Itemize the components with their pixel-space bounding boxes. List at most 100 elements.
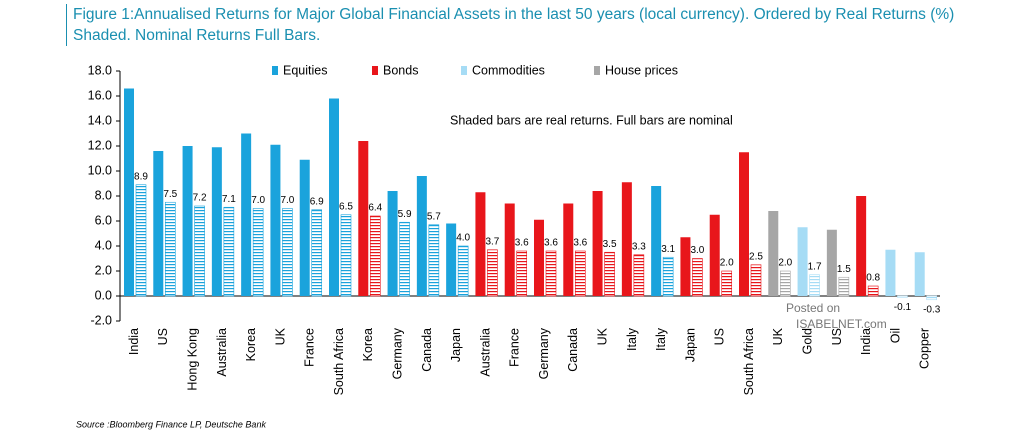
- bar: [270, 144, 281, 296]
- data-label: 7.0: [251, 195, 265, 206]
- data-label: 5.9: [398, 209, 412, 220]
- bar: [340, 214, 352, 297]
- x-tick-label: Australia: [215, 328, 229, 377]
- data-label: 3.7: [485, 236, 499, 247]
- bar: [516, 250, 528, 297]
- bar: [194, 205, 205, 297]
- bar: [135, 184, 147, 297]
- bar: [662, 256, 674, 297]
- watermark: Posted on: [786, 301, 840, 315]
- data-label: 6.4: [368, 203, 382, 214]
- data-label: 2.0: [720, 258, 734, 269]
- bar: [299, 159, 310, 296]
- bar: [534, 219, 544, 296]
- bar: [182, 146, 193, 296]
- bar: [358, 141, 369, 296]
- x-tick-label: Italy: [625, 327, 639, 351]
- data-label: 3.6: [515, 238, 529, 249]
- data-label: 1.7: [808, 261, 822, 272]
- y-tick-label: -2.0: [90, 313, 112, 327]
- bar: [692, 258, 703, 297]
- bar: [838, 276, 850, 297]
- x-tick-label: Korea: [361, 328, 375, 361]
- x-tick-label: South Africa: [742, 328, 756, 395]
- x-tick-label: Canada: [420, 328, 434, 372]
- data-label: 2.0: [778, 258, 792, 269]
- bar: [223, 206, 235, 297]
- x-tick-label: Hong Kong: [186, 328, 200, 391]
- bar: [211, 147, 222, 296]
- x-tick-label: Copper: [918, 328, 932, 369]
- data-label: 7.1: [222, 194, 236, 205]
- data-label: -0.3: [923, 304, 941, 315]
- data-label: 6.5: [339, 201, 353, 212]
- bar: [926, 295, 938, 301]
- y-tick-label: 8.0: [95, 188, 112, 202]
- data-label: -0.1: [894, 302, 912, 313]
- bar: [621, 182, 632, 296]
- watermark: ISABELNET.com: [796, 317, 887, 331]
- bar: [914, 252, 925, 296]
- legend-label: House prices: [605, 63, 678, 77]
- data-label: 7.5: [163, 189, 177, 200]
- legend-label: Equities: [283, 63, 327, 77]
- data-label: 2.5: [749, 251, 763, 262]
- bar: [885, 249, 896, 296]
- bar: [124, 88, 134, 296]
- bar: [387, 191, 398, 296]
- x-tick-label: France: [303, 328, 317, 367]
- data-label: 3.3: [632, 241, 646, 252]
- bar: [153, 151, 164, 296]
- bar: [545, 250, 557, 297]
- bar: [651, 186, 662, 296]
- y-tick-label: 6.0: [95, 213, 112, 227]
- x-tick-label: Germany: [391, 327, 405, 379]
- x-tick-label: Korea: [244, 328, 258, 361]
- data-label: 1.5: [837, 264, 851, 275]
- x-tick-label: Oil: [888, 328, 902, 343]
- bar: [897, 295, 908, 298]
- bar: [428, 224, 440, 297]
- legend-swatch: [272, 66, 278, 75]
- bar: [809, 274, 820, 297]
- bar: [768, 211, 779, 296]
- chart-title: Figure 1:Annualised Returns for Major Gl…: [66, 4, 973, 46]
- y-tick-label: 16.0: [88, 88, 112, 102]
- y-tick-label: 18.0: [88, 63, 112, 77]
- x-tick-label: Japan: [683, 328, 697, 362]
- x-tick-label: Japan: [449, 328, 463, 362]
- bar: [574, 250, 586, 297]
- bar: [369, 215, 381, 297]
- bar: [457, 245, 469, 297]
- data-label: 5.7: [427, 211, 441, 222]
- source: Source :Bloomberg Finance LP, Deutsche B…: [76, 419, 266, 429]
- data-label: 7.0: [280, 195, 294, 206]
- bar: [633, 254, 645, 297]
- bar: [856, 196, 867, 296]
- bar: [487, 249, 498, 297]
- x-tick-label: US: [830, 328, 844, 345]
- bar: [399, 221, 410, 297]
- bar: [241, 133, 252, 296]
- x-tick-label: US: [713, 328, 727, 345]
- bar: [164, 201, 176, 297]
- x-tick-label: Canada: [566, 328, 580, 372]
- y-tick-label: 10.0: [88, 163, 112, 177]
- bar: [282, 208, 293, 297]
- bar: [826, 229, 837, 296]
- x-tick-label: India: [859, 328, 873, 355]
- bar: [604, 251, 615, 297]
- y-tick-label: 14.0: [88, 113, 112, 127]
- x-tick-label: UK: [273, 327, 287, 345]
- data-label: 7.2: [193, 193, 207, 204]
- bar: [563, 203, 574, 296]
- bar: [739, 152, 749, 296]
- bar: [446, 223, 457, 296]
- bar: [504, 203, 515, 296]
- data-label: 3.6: [544, 238, 558, 249]
- data-label: 3.6: [573, 238, 587, 249]
- bar: [750, 264, 762, 297]
- bar: [311, 209, 323, 297]
